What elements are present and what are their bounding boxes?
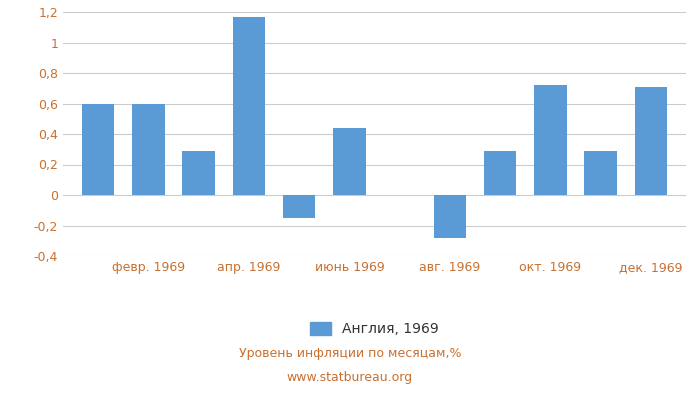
Bar [283, 195, 316, 218]
Bar [534, 85, 567, 195]
Bar [82, 104, 115, 195]
Bar [182, 151, 215, 195]
Bar [132, 104, 164, 195]
Text: Уровень инфляции по месяцам,%: Уровень инфляции по месяцам,% [239, 348, 461, 360]
Bar [484, 151, 517, 195]
Bar [232, 16, 265, 195]
Bar [584, 151, 617, 195]
Bar [433, 195, 466, 238]
Bar [634, 87, 667, 195]
Text: www.statbureau.org: www.statbureau.org [287, 372, 413, 384]
Legend: Англия, 1969: Англия, 1969 [304, 317, 444, 342]
Bar [333, 128, 365, 195]
